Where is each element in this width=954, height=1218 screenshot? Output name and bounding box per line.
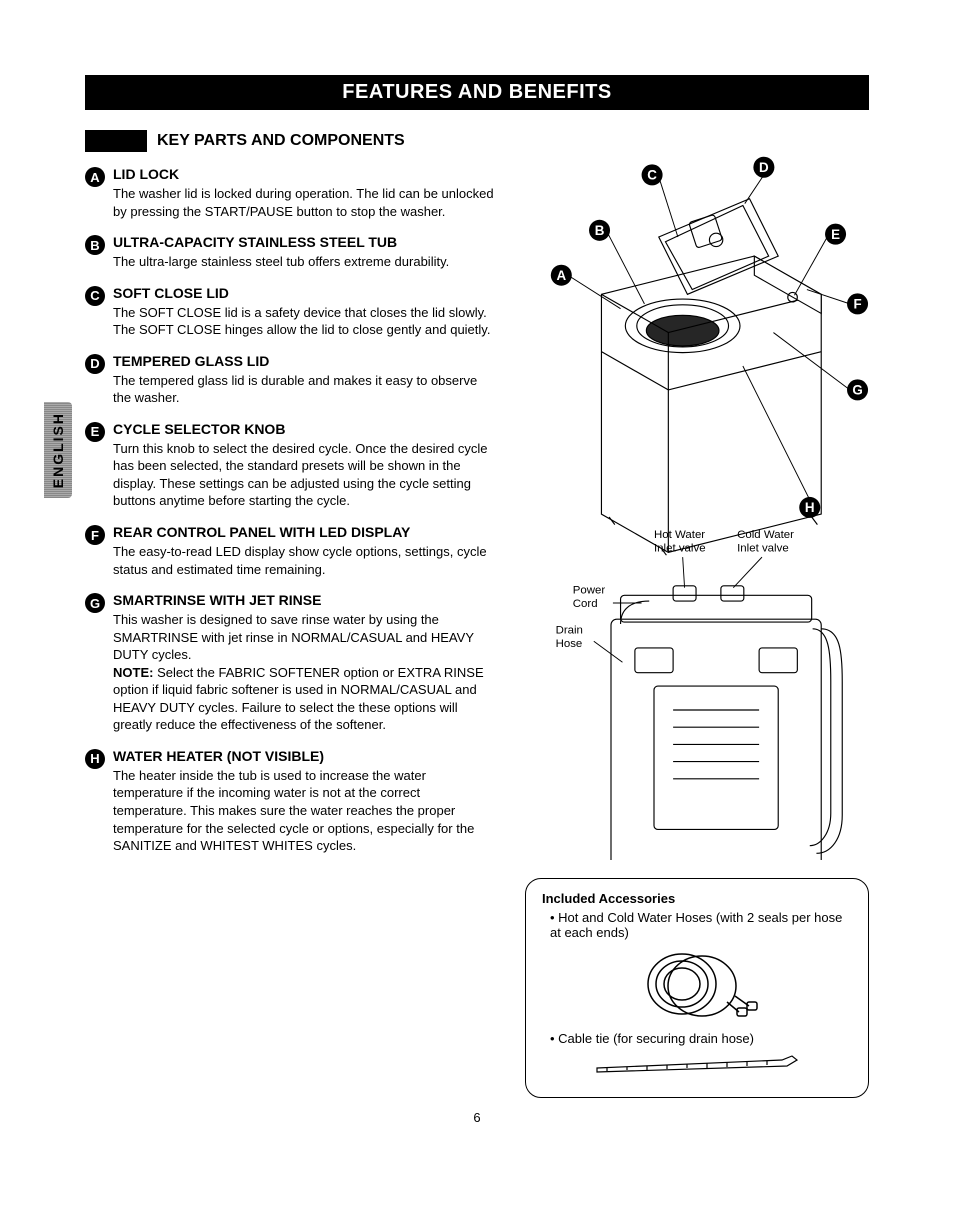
letter-badge: F [85, 525, 105, 545]
item-title: CYCLE SELECTOR KNOB [113, 421, 495, 437]
component-item-B: B ULTRA-CAPACITY STAINLESS STEEL TUB The u… [85, 234, 495, 271]
label-drain-hose: Drain [556, 625, 583, 637]
item-description: The heater inside the tub is used to inc… [113, 767, 495, 855]
component-item-G: G SMARTRINSE WITH JET RINSE This washer is… [85, 592, 495, 734]
washer-diagram: A B C D E F G H [525, 130, 869, 860]
section-title: KEY PARTS AND COMPONENTS [157, 132, 405, 150]
page-number: 6 [85, 1110, 869, 1125]
accessory-item-0: • Hot and Cold Water Hoses (with 2 seals… [542, 910, 852, 940]
item-title: REAR CONTROL PANEL WITH LED DISPLAY [113, 524, 495, 540]
item-description: The tempered glass lid is durable and ma… [113, 372, 495, 407]
accessories-box: Included Accessories • Hot and Cold Wate… [525, 878, 869, 1098]
item-title: SMARTRINSE WITH JET RINSE [113, 592, 495, 608]
accessory-item-1: • Cable tie (for securing drain hose) [542, 1031, 852, 1046]
callout-letter-G: G [852, 383, 862, 398]
callout-letter-F: F [853, 297, 861, 312]
callout-letter-D: D [759, 160, 769, 175]
svg-text:Inlet valve: Inlet valve [737, 542, 789, 554]
callout-letter-E: E [831, 227, 840, 242]
cable-tie-illustration [542, 1050, 852, 1081]
letter-badge: C [85, 286, 105, 306]
letter-badge: D [85, 354, 105, 374]
component-item-H: H WATER HEATER (NOT VISIBLE) The heater in… [85, 748, 495, 855]
callout-letter-H: H [805, 500, 815, 515]
svg-text:Inlet valve: Inlet valve [654, 542, 706, 554]
left-column: KEY PARTS AND COMPONENTS A LID LOCK The wa… [85, 130, 495, 1098]
section-marker [85, 130, 147, 152]
item-title: ULTRA-CAPACITY STAINLESS STEEL TUB [113, 234, 495, 250]
item-description: Turn this knob to select the desired cyc… [113, 440, 495, 510]
item-description: The ultra-large stainless steel tub offe… [113, 253, 495, 271]
label-power-cord: Power [573, 584, 606, 596]
item-description: The easy-to-read LED display show cycle … [113, 543, 495, 578]
accessories-title: Included Accessories [542, 891, 852, 906]
callout-letter-C: C [647, 168, 657, 183]
item-description: This washer is designed to save rinse wa… [113, 611, 495, 664]
item-title: TEMPERED GLASS LID [113, 353, 495, 369]
component-item-D: D TEMPERED GLASS LID The tempered glass li… [85, 353, 495, 407]
item-title: SOFT CLOSE LID [113, 285, 495, 301]
component-item-E: E CYCLE SELECTOR KNOB Turn this knob to se… [85, 421, 495, 510]
svg-text:Cord: Cord [573, 598, 598, 610]
item-note: NOTE: Select the FABRIC SOFTENER option … [113, 664, 495, 734]
letter-badge: G [85, 593, 105, 613]
component-item-C: C SOFT CLOSE LID The SOFT CLOSE lid is a s… [85, 285, 495, 339]
svg-text:Hose: Hose [556, 638, 583, 650]
item-title: LID LOCK [113, 166, 495, 182]
hose-illustration [542, 944, 852, 1027]
letter-badge: A [85, 167, 105, 187]
item-description: The washer lid is locked during operatio… [113, 185, 495, 220]
label-cold-water: Cold Water [737, 529, 794, 541]
banner-title: FEATURES AND BENEFITS [85, 75, 869, 110]
letter-badge: E [85, 422, 105, 442]
component-item-A: A LID LOCK The washer lid is locked during… [85, 166, 495, 220]
item-title: WATER HEATER (NOT VISIBLE) [113, 748, 495, 764]
right-column: A B C D E F G H [525, 130, 869, 1098]
letter-badge: H [85, 749, 105, 769]
callout-letter-A: A [556, 268, 566, 283]
letter-badge: B [85, 235, 105, 255]
label-hot-water: Hot Water [654, 529, 705, 541]
callout-letter-B: B [595, 223, 605, 238]
component-item-F: F REAR CONTROL PANEL WITH LED DISPLAY The … [85, 524, 495, 578]
item-description: The SOFT CLOSE lid is a safety device th… [113, 304, 495, 339]
